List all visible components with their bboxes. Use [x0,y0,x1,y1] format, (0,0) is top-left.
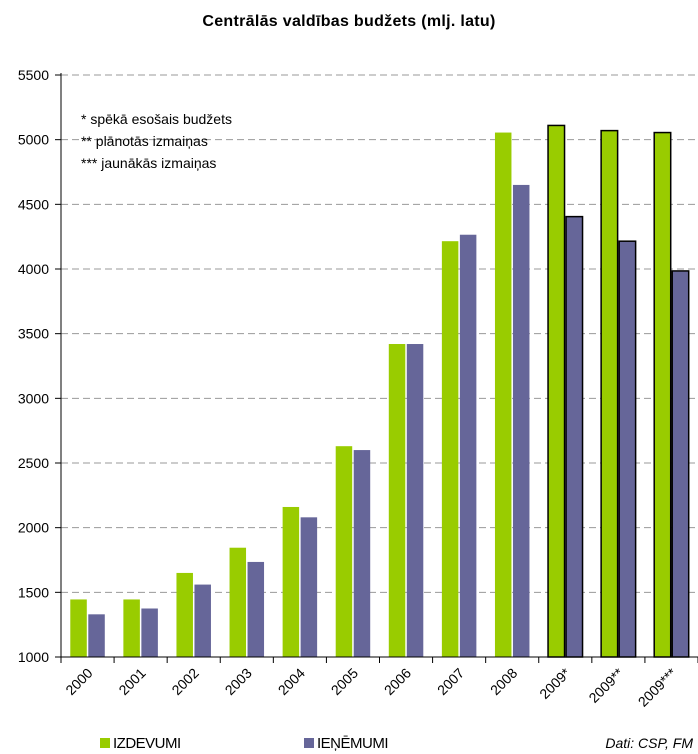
footnote-line: *** jaunākās izmaiņas [81,155,216,171]
y-tick-label: 2500 [18,455,49,471]
bar-izdevumi-2005 [335,446,353,657]
source-note: Dati: CSP, FM [605,735,693,751]
bar-ienemumi-2004 [300,517,318,657]
bar-ienemumi-2006 [406,344,424,657]
footnote-line: * spēkā esošais budžets [81,111,232,127]
bar-ienemumi-2009ss [618,240,637,658]
bar-izdevumi-2006 [388,344,406,657]
x-tick-label: 2007 [434,665,467,698]
legend-item: IEŅĒMUMI [304,735,389,752]
bar-izdevumi-2009s [547,124,566,658]
bar-izdevumi-2008 [494,132,512,657]
bar-ienemumi-2009s [565,215,584,658]
bars [70,124,690,658]
x-tick-label: 2003 [222,665,255,698]
bar-izdevumi-2007 [441,241,459,657]
legend-label: IEŅĒMUMI [317,735,388,752]
bar-ienemumi-2007 [459,234,477,657]
bar-ienemumi-2000 [88,614,105,657]
bar-izdevumi-2001 [123,599,140,657]
x-tick-label: 2008 [487,665,520,698]
x-tick-label: 2004 [275,665,308,698]
x-tick-label: 2000 [62,665,95,698]
y-tick-label: 5000 [18,132,49,148]
x-tick-label: 2009** [585,664,626,705]
bar-ienemumi-2008 [512,184,530,657]
bar-ienemumi-2002 [194,584,211,657]
x-tick-label: 2001 [115,665,148,698]
y-tick-labels: 1000 1500 2000 2500 3000 3500 4000 4500 5000 5500 [18,67,49,665]
y-tick-label: 4500 [18,196,49,212]
y-tick-label: 1500 [18,584,49,600]
legend: IZDEVUMI IEŅĒMUMI [100,735,389,752]
y-tick-label: 2000 [18,520,49,536]
y-tick-label: 4000 [18,261,49,277]
bar-izdevumi-2009sss [653,131,672,658]
x-tick-label: 2009*** [635,664,680,709]
bar-ienemumi-2003 [247,561,265,657]
x-tick-label: 2006 [381,665,414,698]
bar-ienemumi-2005 [353,450,371,657]
bar-izdevumi-2002 [176,572,193,657]
legend-swatch [100,738,110,748]
bar-izdevumi-2000 [70,599,87,657]
y-tick-label: 5500 [18,67,49,83]
y-tick-label: 3500 [18,326,49,342]
bar-izdevumi-2009ss [600,129,619,658]
legend-swatch [304,738,314,748]
x-tick-label: 2002 [168,665,201,698]
y-tick-label: 1000 [18,649,49,665]
footnote-line: ** plānotās izmaiņas [81,133,208,149]
gridlines [55,74,698,658]
legend-item: IZDEVUMI [100,735,181,752]
bar-ienemumi-2009sss [671,270,690,658]
legend-label: IZDEVUMI [113,735,181,752]
y-tick-label: 3000 [18,390,49,406]
notes: * spēkā esošais budžets ** plānotās izmai… [81,111,232,171]
x-tick-labels: 2000 2001 2002 2003 2004 2005 2006 2007 2008 2009… [62,664,680,709]
bar-izdevumi-2004 [282,506,300,657]
x-tick-label: 2005 [328,665,361,698]
bar-izdevumi-2003 [229,547,247,657]
bar-ienemumi-2001 [141,608,158,657]
x-tick-label: 2009* [536,664,574,702]
chart-title: Centrālās valdības budžets (mlj. latu) [202,13,496,30]
axes [60,73,698,663]
